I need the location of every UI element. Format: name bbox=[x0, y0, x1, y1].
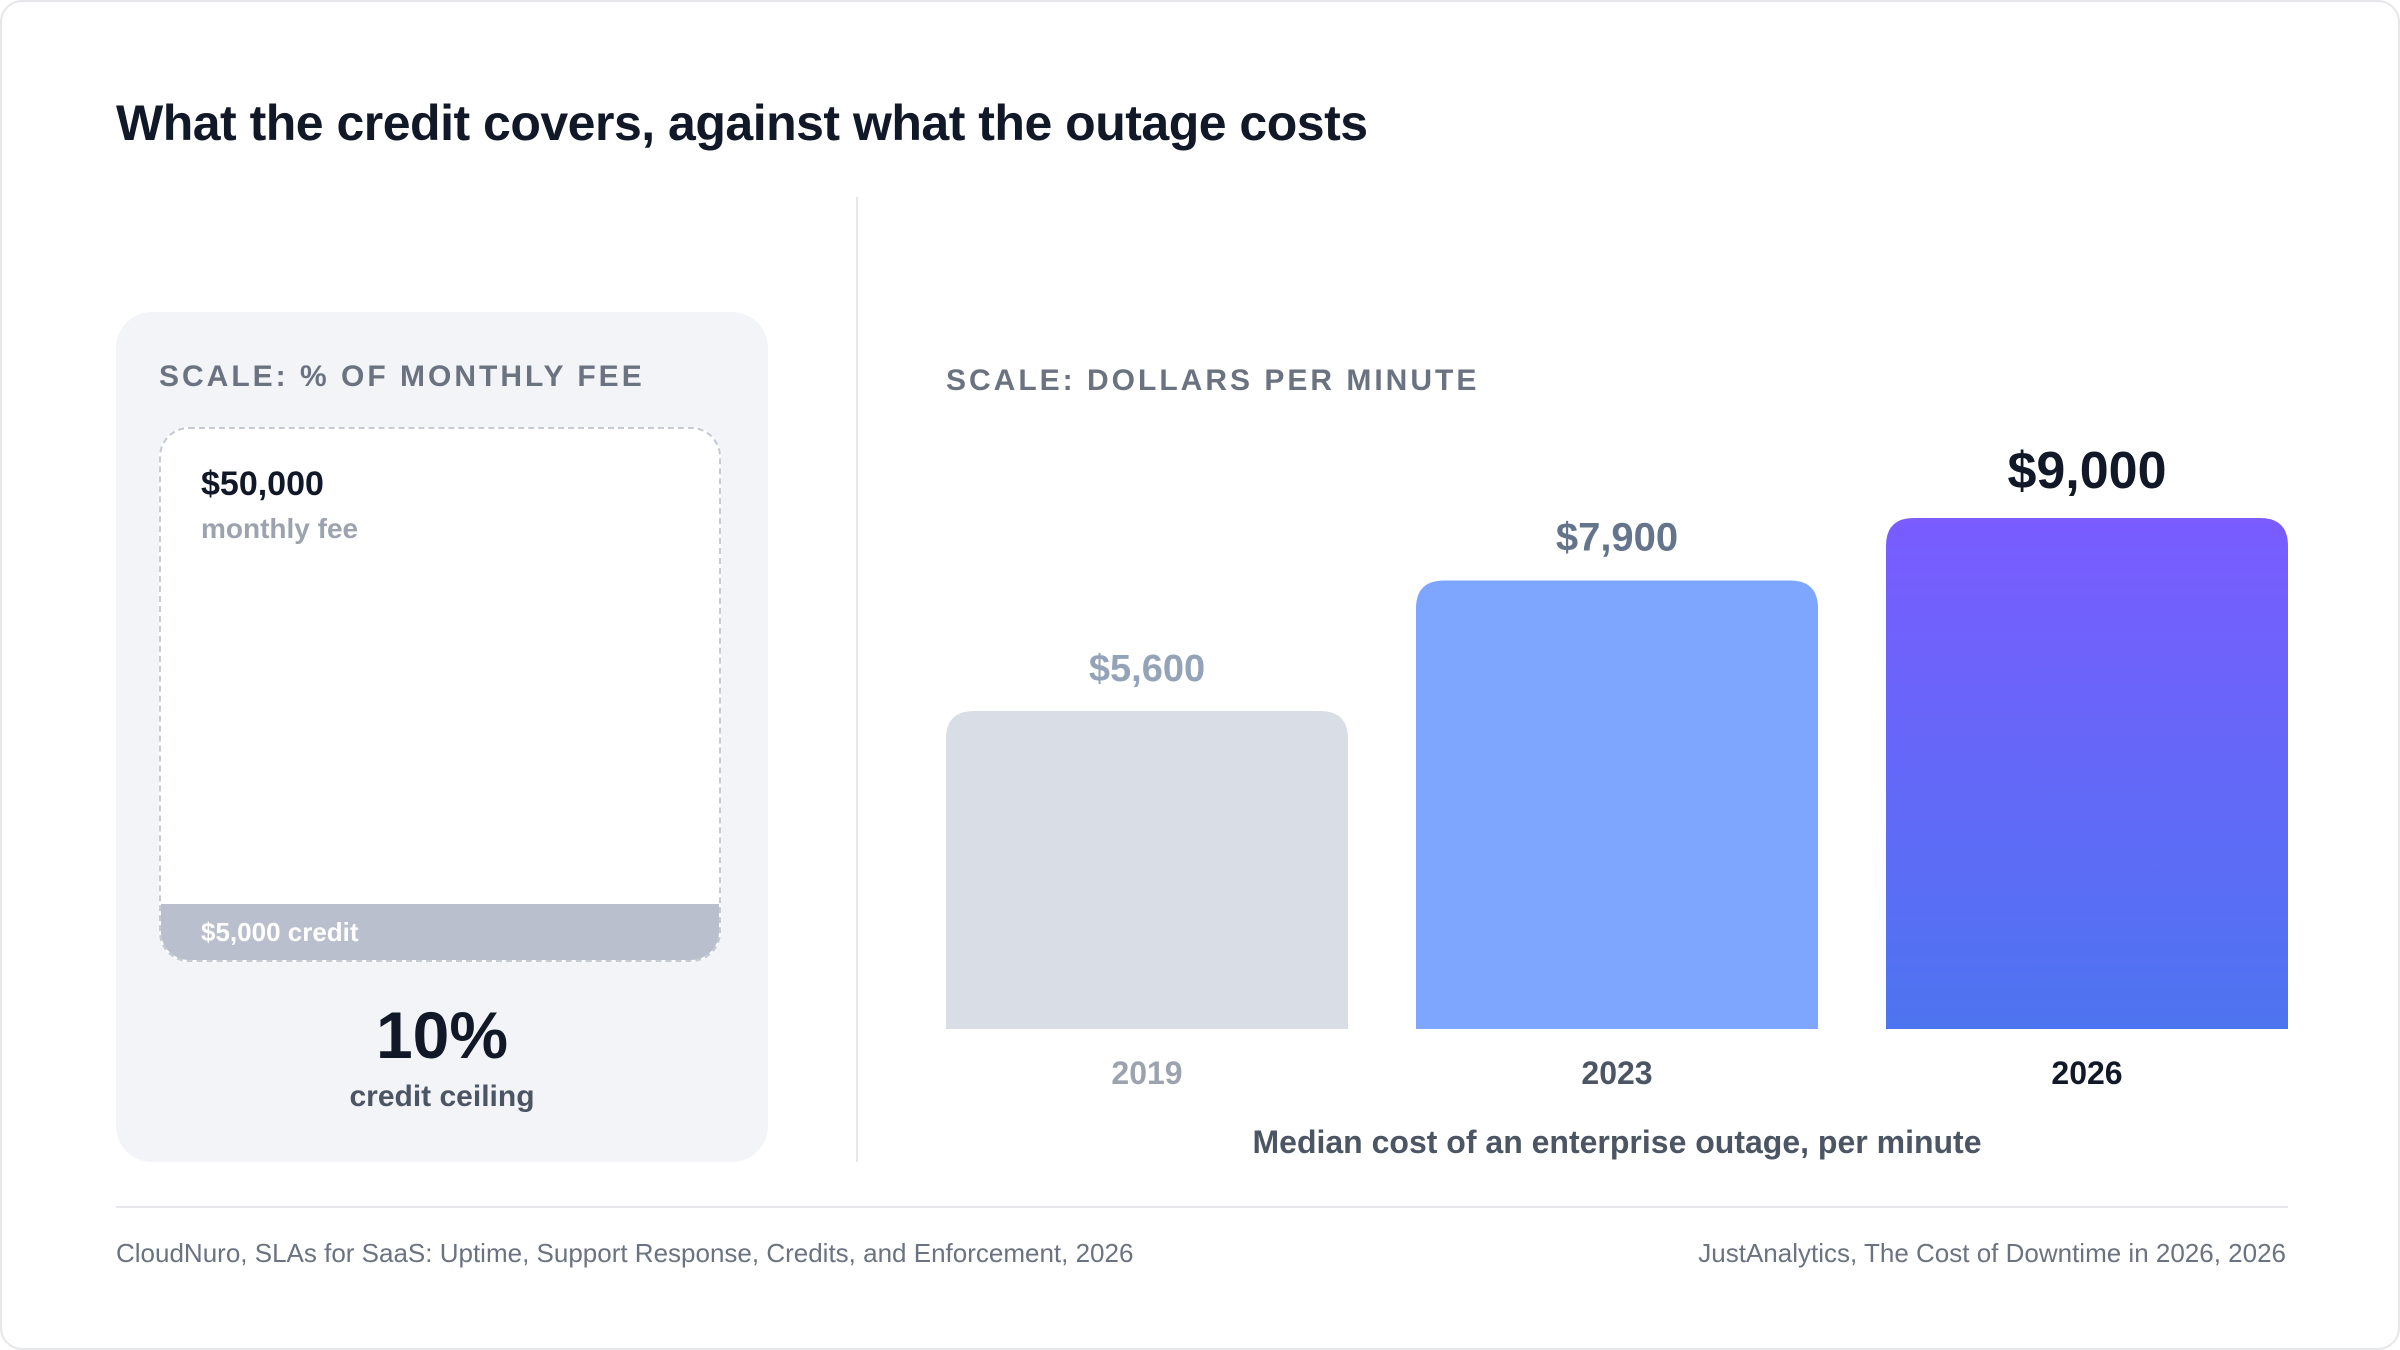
credit-fill: $5,000 credit bbox=[161, 904, 719, 960]
category-label-2019: 2019 bbox=[1111, 1055, 1182, 1091]
fee-amount: $50,000 bbox=[201, 465, 324, 503]
credit-percent: 10% bbox=[375, 998, 509, 1072]
bar-chart: $5,600 2019 $7,900 2023 $9,000 2026 Median cos… bbox=[946, 442, 2288, 1160]
x-axis-label: Median cost of an enterprise outage, per… bbox=[1252, 1124, 1981, 1160]
value-label-2023: $7,900 bbox=[1556, 515, 1678, 559]
value-label-2026: $9,000 bbox=[2007, 442, 2166, 500]
fee-label: monthly fee bbox=[201, 513, 359, 544]
bar-2023 bbox=[1416, 580, 1818, 1029]
category-label-2026: 2026 bbox=[2051, 1055, 2122, 1091]
source-right: JustAnalytics, The Cost of Downtime in 2… bbox=[1698, 1238, 2286, 1268]
footer-divider bbox=[116, 1206, 2288, 1208]
monthly-fee-box: $50,000 monthly fee $5,000 credit bbox=[159, 427, 721, 962]
left-scale-label: SCALE: % OF MONTHLY FEE bbox=[159, 360, 645, 393]
chart-title: What the credit covers, against what the… bbox=[116, 95, 1368, 151]
right-scale-label: SCALE: DOLLARS PER MINUTE bbox=[946, 364, 1480, 397]
panel-divider bbox=[856, 197, 858, 1162]
bar-2026 bbox=[1886, 518, 2288, 1029]
credit-percent-label: credit ceiling bbox=[349, 1080, 535, 1113]
value-label-2019: $5,600 bbox=[1089, 648, 1205, 690]
credit-panel: SCALE: % OF MONTHLY FEE $50,000 monthly … bbox=[116, 312, 768, 1162]
bar-2019 bbox=[946, 711, 1348, 1029]
source-left: CloudNuro, SLAs for SaaS: Uptime, Suppor… bbox=[116, 1238, 1134, 1268]
credit-label: $5,000 credit bbox=[201, 917, 359, 947]
category-label-2023: 2023 bbox=[1581, 1055, 1652, 1091]
